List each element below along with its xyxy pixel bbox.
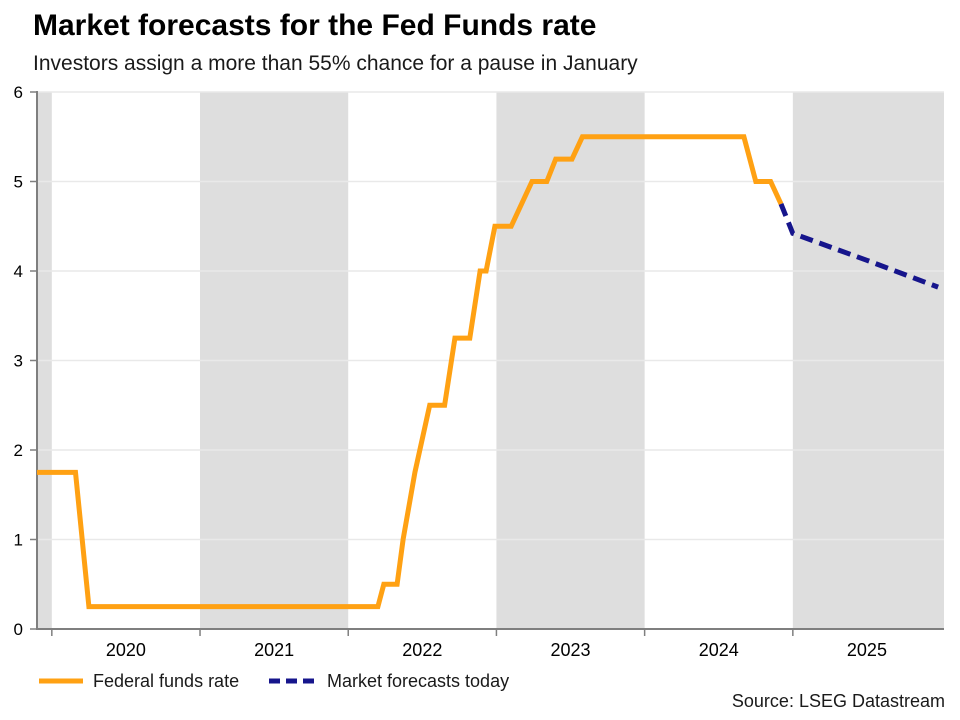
market-forecast-line	[778, 202, 939, 290]
fed-funds-rate-line	[37, 134, 784, 610]
y-tick-label: 4	[14, 262, 23, 281]
x-tick-label: 2023	[551, 640, 591, 660]
y-tick-label: 0	[14, 620, 23, 639]
y-tick-label: 6	[14, 83, 23, 102]
chart-legend: Federal funds rate Market forecasts toda…	[0, 666, 960, 696]
forecast-dashed-line-swatch-icon	[269, 678, 317, 684]
source-attribution: Source: LSEG Datastream	[731, 691, 945, 711]
legend-label-forecast: Market forecasts today	[327, 670, 510, 691]
fed-funds-line-swatch-icon	[39, 678, 83, 684]
y-tick-label: 3	[14, 352, 23, 371]
y-tick-label: 2	[14, 441, 23, 460]
x-tick-label: 2024	[699, 640, 739, 660]
x-tick-label: 2021	[254, 640, 294, 660]
y-tick-label: 1	[14, 531, 23, 550]
chart-title: Market forecasts for the Fed Funds rate	[33, 9, 597, 42]
x-tick-label: 2020	[106, 640, 146, 660]
x-tick-label: 2025	[847, 640, 887, 660]
legend-item-forecast: Market forecasts today	[268, 666, 509, 696]
chart-subtitle: Investors assign a more than 55% chance …	[33, 52, 638, 75]
y-tick-label: 5	[14, 173, 23, 192]
legend-label-fed-funds: Federal funds rate	[93, 670, 240, 691]
x-tick-label: 2022	[402, 640, 442, 660]
legend-item-fed-funds: Federal funds rate	[38, 666, 239, 696]
